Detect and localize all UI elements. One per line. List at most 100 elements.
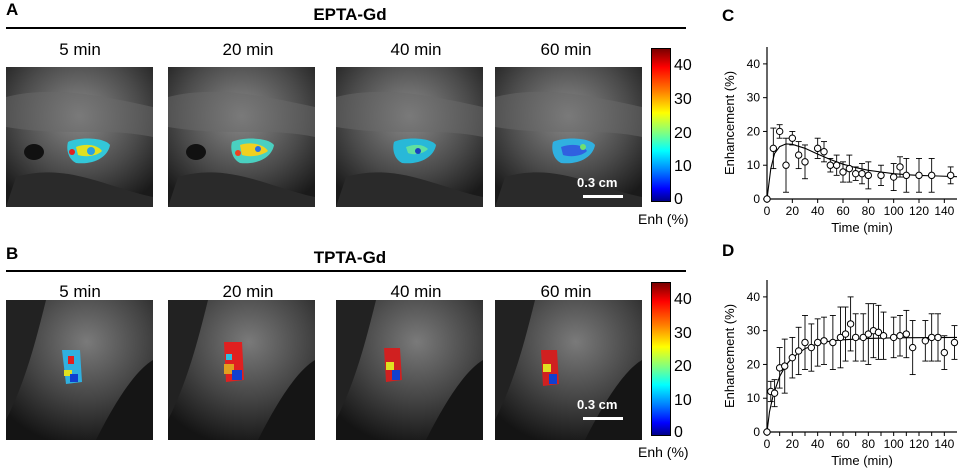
x-tick-label: 0 xyxy=(764,204,771,218)
panel-b-time-label: 5 min xyxy=(59,282,101,301)
data-point xyxy=(763,428,771,436)
y-tick-label: 30 xyxy=(747,91,761,105)
data-point xyxy=(934,333,942,342)
panel-b-time-label: 20 min xyxy=(222,282,274,301)
data-point xyxy=(839,168,847,176)
data-point xyxy=(781,362,789,370)
data-point xyxy=(775,127,784,136)
panel-b-time-label: 60 min xyxy=(540,282,592,301)
data-point xyxy=(896,163,904,171)
scale-bar xyxy=(583,417,623,420)
x-tick-label: 80 xyxy=(862,204,876,218)
data-point xyxy=(820,148,828,156)
panel-a-mri-image: 0.3 cm xyxy=(495,67,642,207)
colorbar-tick: 40 xyxy=(674,291,692,308)
panel-b-mri-image xyxy=(6,300,153,440)
colorbar-tick: 0 xyxy=(674,424,683,441)
x-tick-label: 40 xyxy=(811,204,825,218)
mri-image-5min xyxy=(6,300,153,440)
data-point xyxy=(801,158,809,166)
x-tick-label: 60 xyxy=(836,204,850,218)
x-tick-label: 120 xyxy=(909,437,929,451)
data-point xyxy=(946,171,955,180)
data-point xyxy=(940,348,949,357)
data-point xyxy=(921,337,930,345)
scale-bar xyxy=(583,195,623,198)
mri-image-60min xyxy=(495,300,642,440)
colorbar-tick: 30 xyxy=(674,325,692,342)
x-tick-label: 140 xyxy=(934,437,954,451)
data-point xyxy=(858,169,866,178)
data-point xyxy=(896,332,904,340)
panel-letter-a: A xyxy=(6,0,19,19)
panel-a-time-label: 40 min xyxy=(390,40,442,59)
scale-bar-label: 0.3 cm xyxy=(577,175,618,190)
panel-b-mri-image xyxy=(168,300,315,440)
data-point xyxy=(864,171,873,180)
data-point xyxy=(788,353,797,362)
y-axis-label: Enhancement (%) xyxy=(722,304,737,408)
chart-d: 0 10 20 30 40 0 20 40 60 80 100 120 140 Time (min) Enh… xyxy=(722,280,959,468)
panel-b-mri-image: 0.3 cm xyxy=(495,300,642,440)
panel-b-colorbar xyxy=(651,282,671,436)
data-point xyxy=(864,330,873,338)
data-point xyxy=(813,338,822,347)
colorbar-tick: 40 xyxy=(674,57,692,74)
data-point xyxy=(832,161,841,169)
data-point xyxy=(807,343,816,352)
data-point xyxy=(769,144,778,153)
data-point xyxy=(927,171,936,180)
panel-a-time-label: 5 min xyxy=(59,40,101,59)
colorbar-tick: 0 xyxy=(674,191,683,208)
mri-image-60min xyxy=(495,67,642,207)
y-tick-label: 20 xyxy=(747,124,761,138)
mri-image-40min xyxy=(336,300,483,440)
chart-c: 0 10 20 30 40 0 20 40 60 80 100 120 140 Time (min) Enh… xyxy=(722,47,958,235)
panel-a-time-label: 60 min xyxy=(540,40,592,59)
data-point xyxy=(770,389,779,397)
panel-a-mri-image xyxy=(6,67,153,207)
data-point xyxy=(927,333,936,342)
x-axis-label: Time (min) xyxy=(831,453,893,468)
y-tick-label: 30 xyxy=(747,324,761,338)
data-point xyxy=(794,347,803,355)
data-point xyxy=(801,338,809,347)
panel-a-title: EPTA-Gd xyxy=(313,5,387,24)
data-point xyxy=(763,195,771,203)
panel-a-time-label: 20 min xyxy=(222,40,274,59)
data-point xyxy=(889,173,898,181)
panel-b-mri-image xyxy=(336,300,483,440)
x-tick-label: 100 xyxy=(884,204,904,218)
panel-a-mri-image xyxy=(336,67,483,207)
x-tick-label: 0 xyxy=(764,437,771,451)
colorbar-tick: 30 xyxy=(674,91,692,108)
mri-image-40min xyxy=(336,67,483,207)
x-tick-label: 20 xyxy=(786,204,800,218)
scale-bar-label: 0.3 cm xyxy=(577,397,618,412)
data-point xyxy=(851,169,860,178)
data-point xyxy=(859,333,867,342)
panel-b-divider xyxy=(6,270,686,272)
data-point xyxy=(902,171,911,180)
data-point xyxy=(836,333,845,342)
y-tick-label: 20 xyxy=(747,357,761,371)
mri-image-20min xyxy=(168,300,315,440)
data-point xyxy=(820,337,828,345)
data-point xyxy=(813,144,822,153)
data-point xyxy=(782,161,790,169)
x-tick-label: 100 xyxy=(884,437,904,451)
panel-letter-b: B xyxy=(6,244,19,263)
data-point xyxy=(845,164,854,173)
y-axis-label: Enhancement (%) xyxy=(722,71,737,175)
colorbar-tick: 20 xyxy=(674,358,692,375)
data-point xyxy=(788,134,797,142)
x-tick-label: 80 xyxy=(862,437,876,451)
x-tick-label: 20 xyxy=(786,437,800,451)
x-tick-label: 140 xyxy=(934,204,954,218)
mri-image-5min xyxy=(6,67,153,207)
y-tick-label: 40 xyxy=(747,290,761,304)
y-tick-label: 40 xyxy=(747,57,761,71)
y-tick-label: 10 xyxy=(747,391,761,405)
data-point xyxy=(794,151,803,159)
mri-image-20min xyxy=(168,67,315,207)
